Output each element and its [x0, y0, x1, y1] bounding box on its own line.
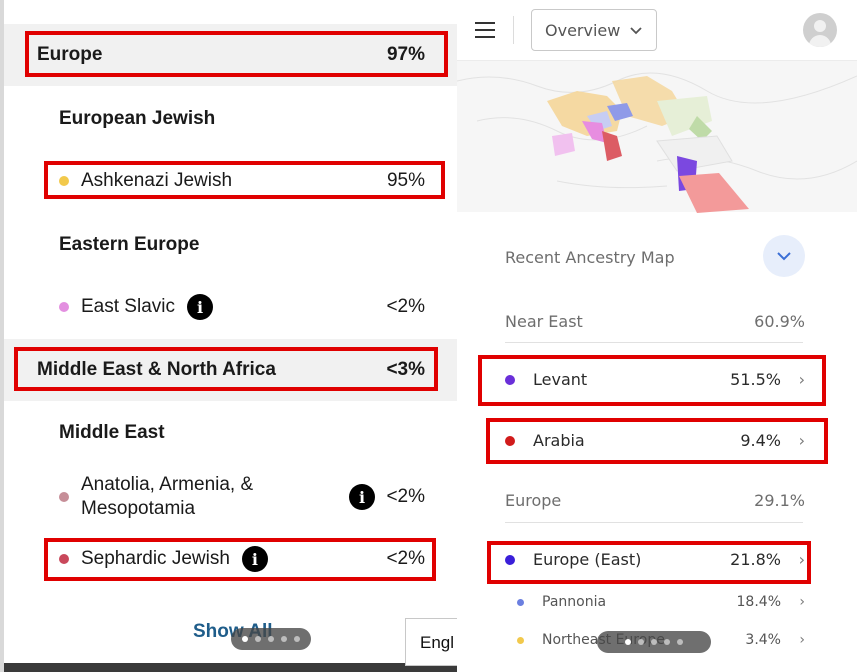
- recent-ancestry-map-label: Recent Ancestry Map: [505, 248, 805, 267]
- item-label: Ashkenazi Jewish: [81, 170, 233, 191]
- page-dot: [664, 639, 670, 645]
- item-percent: 95%: [386, 170, 425, 191]
- top-bar: Overview: [457, 0, 857, 60]
- section-label: Near East: [505, 312, 583, 331]
- page-dot: [255, 636, 261, 642]
- item-percent: <2%: [386, 548, 425, 569]
- chevron-right-icon: ›: [798, 370, 805, 389]
- color-dot: [517, 598, 524, 606]
- subheading-eastern-europe: Eastern Europe: [4, 230, 458, 260]
- chevron-right-icon: ›: [799, 594, 805, 610]
- item-row-east-slavic[interactable]: East Slavic i <2%: [4, 291, 458, 323]
- item-row-arabia[interactable]: Arabia 9.4% ›: [505, 431, 805, 450]
- group-percent: <3%: [386, 359, 425, 380]
- page-dot: [294, 636, 300, 642]
- subheading-middle-east: Middle East: [4, 418, 458, 448]
- item-row-sephardic-jewish[interactable]: Sephardic Jewish i <2%: [4, 543, 458, 575]
- subheading-label: Middle East: [59, 422, 165, 443]
- page-dot: [281, 636, 287, 642]
- item-label: Europe (East): [533, 550, 642, 569]
- item-percent: 21.8%: [730, 550, 781, 569]
- item-percent: <2%: [386, 486, 425, 507]
- color-dot: [59, 492, 69, 502]
- page-dot: [242, 636, 248, 642]
- item-row-pannonia[interactable]: Pannonia 18.4% ›: [517, 594, 805, 610]
- subheading-label: Eastern Europe: [59, 234, 200, 255]
- item-label: East Slavic: [81, 296, 175, 317]
- page-indicator[interactable]: [597, 631, 711, 653]
- page-indicator[interactable]: [231, 628, 311, 650]
- view-select[interactable]: Overview: [531, 9, 657, 51]
- item-row-anatolia-armenia-mesopotamia[interactable]: Anatolia, Armenia, & Mesopotamia i <2%: [4, 470, 458, 524]
- color-dot: [505, 435, 515, 446]
- page-dot: [268, 636, 274, 642]
- item-row-levant[interactable]: Levant 51.5% ›: [505, 370, 805, 389]
- item-percent: <2%: [386, 296, 425, 317]
- info-icon[interactable]: i: [241, 546, 268, 572]
- color-dot: [505, 554, 515, 565]
- group-row-europe[interactable]: Europe 97%: [4, 24, 458, 86]
- item-label: Levant: [533, 370, 588, 389]
- section-row-near-east: Near East 60.9%: [505, 312, 805, 331]
- right-ancestry-panel: Overview: [457, 0, 857, 672]
- page-dot: [651, 639, 657, 645]
- ancestry-map[interactable]: [457, 60, 857, 213]
- language-selector[interactable]: Engl: [405, 618, 465, 666]
- section-percent: 60.9%: [754, 312, 805, 331]
- item-label-line: Anatolia, Armenia, &: [81, 474, 254, 495]
- avatar-icon[interactable]: [803, 13, 837, 47]
- color-dot: [505, 374, 515, 385]
- group-percent: 97%: [386, 44, 425, 65]
- chevron-down-icon: [630, 23, 642, 38]
- page-dot: [625, 639, 631, 645]
- item-row-ashkenazi-jewish[interactable]: Ashkenazi Jewish 95%: [4, 165, 458, 197]
- menu-icon[interactable]: [475, 22, 495, 38]
- subheading-european-jewish: European Jewish: [4, 104, 458, 134]
- item-label-line: Mesopotamia: [81, 498, 196, 519]
- left-ancestry-panel: Europe 97% European Jewish Ashkenazi Jew…: [4, 0, 458, 672]
- chevron-right-icon: ›: [798, 431, 805, 450]
- chevron-down-icon: [777, 251, 791, 260]
- group-row-middle-east-north-africa[interactable]: Middle East & North Africa <3%: [4, 339, 458, 401]
- section-percent: 29.1%: [754, 491, 805, 510]
- page-dot: [638, 639, 644, 645]
- expand-button[interactable]: [763, 235, 805, 277]
- section-label: Europe: [505, 491, 562, 510]
- color-dot: [517, 636, 524, 644]
- item-row-europe-east[interactable]: Europe (East) 21.8% ›: [505, 550, 805, 569]
- info-icon[interactable]: i: [186, 294, 213, 320]
- color-dot: [59, 176, 69, 186]
- info-icon[interactable]: i: [349, 484, 375, 510]
- subheading-label: European Jewish: [59, 108, 216, 129]
- item-percent: 9.4%: [740, 431, 781, 450]
- divider: [513, 16, 514, 44]
- chevron-right-icon: ›: [799, 632, 805, 648]
- group-label: Europe: [37, 44, 103, 65]
- recent-ancestry-map-text: Recent Ancestry Map: [505, 248, 675, 267]
- item-percent: 18.4%: [736, 594, 781, 610]
- item-label: Sephardic Jewish: [81, 548, 230, 569]
- color-dot: [59, 302, 69, 312]
- divider: [505, 522, 803, 523]
- bottom-bar: [4, 663, 458, 672]
- item-label: Anatolia, Armenia, & Mesopotamia: [81, 473, 253, 521]
- page-dot: [677, 639, 683, 645]
- item-label: Arabia: [533, 431, 585, 450]
- group-label: Middle East & North Africa: [37, 359, 276, 380]
- section-row-europe: Europe 29.1%: [505, 491, 805, 510]
- item-percent: 3.4%: [745, 632, 781, 648]
- color-dot: [59, 554, 69, 564]
- item-percent: 51.5%: [730, 370, 781, 389]
- divider: [505, 342, 803, 343]
- item-label: Pannonia: [542, 594, 607, 610]
- chevron-right-icon: ›: [798, 550, 805, 569]
- view-select-value: Overview: [545, 20, 621, 40]
